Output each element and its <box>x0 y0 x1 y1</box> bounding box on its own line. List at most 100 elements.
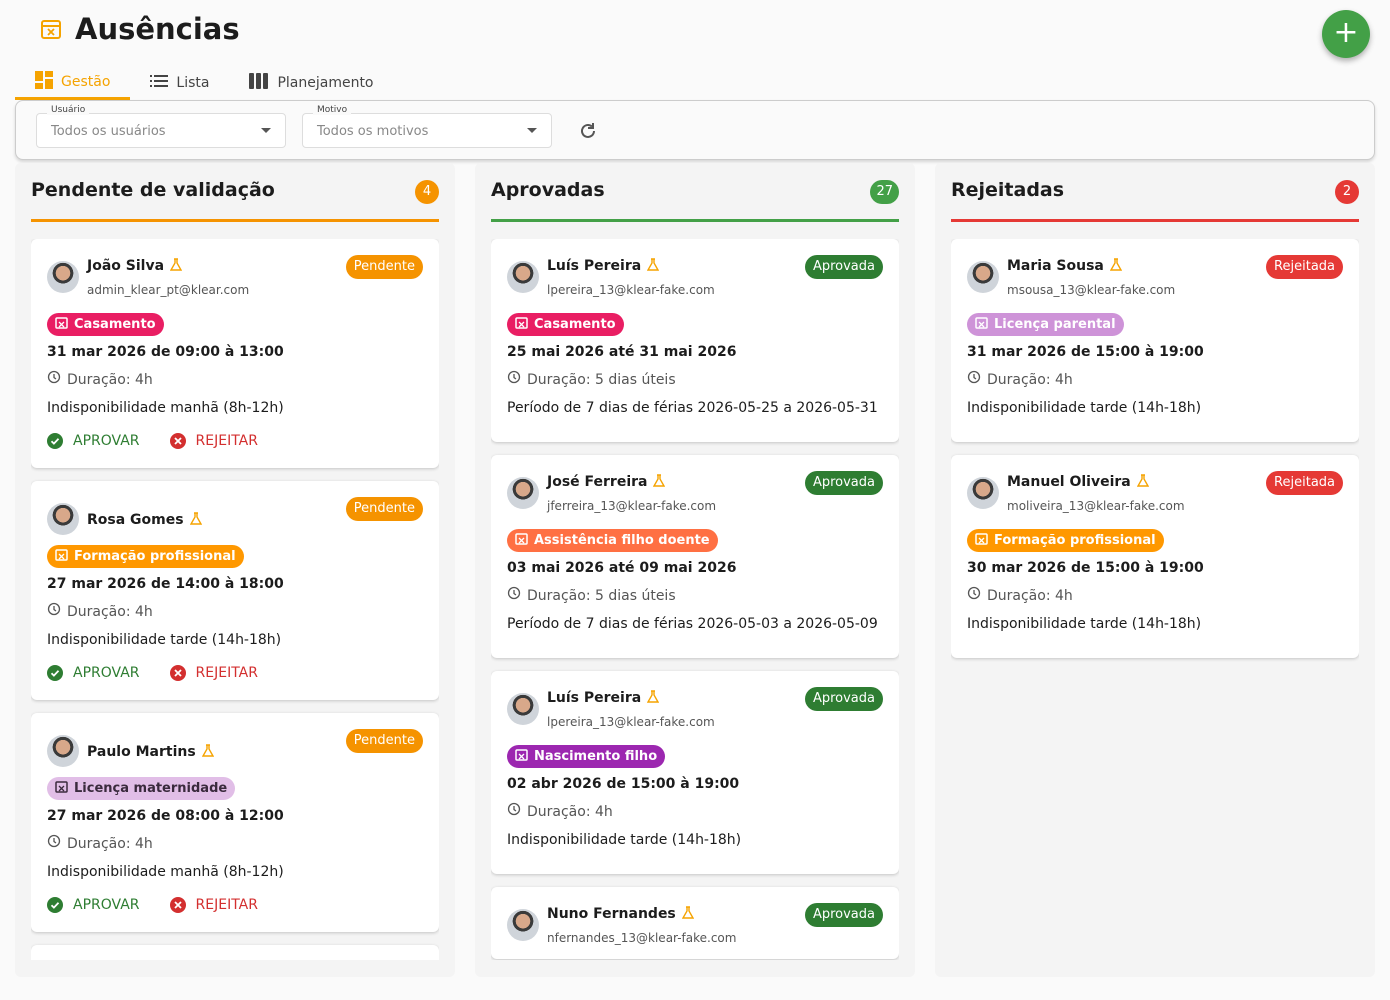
duration-text: Duração: 4h <box>987 372 1073 388</box>
user-name: Paulo Martins <box>87 737 423 767</box>
absence-card: Maria Sousa msousa_13@klear-fake.com Rejei… <box>951 239 1359 442</box>
status-badge: Rejeitada <box>1266 255 1343 279</box>
status-badge: Pendente <box>345 255 423 279</box>
reason-tag: Casamento <box>47 313 164 336</box>
approve-icon <box>47 897 63 913</box>
avatar <box>967 477 999 509</box>
description: Período de 7 dias de férias 2026-05-25 a… <box>507 400 878 416</box>
reject-button[interactable]: REJEITAR <box>169 897 258 913</box>
duration-text: Duração: 4h <box>67 372 153 388</box>
test-icon <box>681 905 694 923</box>
duration: Duração: 5 dias úteis <box>507 582 883 610</box>
column-header: Rejeitadas 2 <box>951 179 1359 222</box>
dates: 30 mar 2026 de 15:00 à 19:00 <box>967 560 1204 576</box>
refresh-button[interactable] <box>578 121 598 141</box>
select-placeholder: Todos os usuários <box>51 124 166 139</box>
tab-icon <box>150 74 169 92</box>
approve-button[interactable]: APROVAR <box>47 897 140 913</box>
user-name-text: Maria Sousa <box>1007 258 1104 274</box>
select[interactable]: Motivo Todos os motivos <box>302 105 552 148</box>
reject-button[interactable]: REJEITAR <box>169 433 258 449</box>
description: Período de 7 dias de férias 2026-05-03 a… <box>507 616 878 632</box>
avatar <box>507 693 539 725</box>
user-name: Luís Pereira <box>547 687 883 709</box>
reason-icon <box>975 532 988 549</box>
reject-icon <box>169 433 186 449</box>
avatar <box>507 261 539 293</box>
dates: 31 mar 2026 de 15:00 à 19:00 <box>967 344 1204 360</box>
filter-bar: Usuário Todos os usuários Motivo Todos os m… <box>15 100 1375 160</box>
select[interactable]: Usuário Todos os usuários <box>36 105 286 148</box>
test-icon <box>653 473 666 491</box>
add-button[interactable]: + <box>1322 10 1370 58</box>
reason-text: Nascimento filho <box>534 749 658 764</box>
reason-icon <box>515 316 528 333</box>
absence-card: João Silva admin_klear_pt@klear.com Penden… <box>31 239 439 468</box>
absence-card: Luís Pereira lpereira_13@klear-fake.com Ap… <box>491 239 899 442</box>
reason-tag: Formação profissional <box>967 529 1164 552</box>
user-email: nfernandes_13@klear-fake.com <box>547 931 737 945</box>
status-badge: Pendente <box>345 729 423 753</box>
test-icon <box>1109 257 1123 275</box>
clock-icon <box>507 582 521 610</box>
reason-text: Licença maternidade <box>74 781 228 796</box>
tabs: Gestão Lista Planejamento <box>15 66 394 100</box>
count-badge: 4 <box>415 180 439 204</box>
tab[interactable]: Lista <box>130 66 229 100</box>
reason-icon <box>515 748 528 765</box>
description: Indisponibilidade tarde (14h-18h) <box>47 632 282 648</box>
user-name: Manuel Oliveira <box>1007 471 1343 493</box>
duration: Duração: 4h <box>507 798 883 826</box>
count-badge: 2 <box>1335 180 1359 204</box>
description: Indisponibilidade manhã (8h-12h) <box>47 864 284 880</box>
description: Indisponibilidade tarde (14h-18h) <box>967 400 1202 416</box>
test-icon <box>189 511 202 529</box>
approve-label: APROVAR <box>73 897 140 913</box>
absence-card: Luís Pereira lpereira_13@klear-fake.com Ap… <box>491 671 899 874</box>
tab-label: Lista <box>176 75 210 91</box>
test-icon <box>1136 473 1149 491</box>
tab[interactable]: Planejamento <box>229 66 393 100</box>
user-name-text: Luís Pereira <box>547 690 642 706</box>
reason-text: Casamento <box>534 317 616 332</box>
count-badge: 27 <box>870 180 899 204</box>
clock-icon <box>507 798 521 826</box>
user-name-text: José Ferreira <box>547 474 648 490</box>
reason-tag: Licença maternidade <box>47 777 236 800</box>
duration: Duração: 4h <box>967 582 1343 610</box>
approve-button[interactable]: APROVAR <box>47 665 140 681</box>
user-name: Maria Sousa <box>1007 255 1343 277</box>
card-list: Luís Pereira lpereira_13@klear-fake.com Ap… <box>491 239 899 960</box>
status-badge: Aprovada <box>804 255 883 279</box>
card-actions: APROVAR REJEITAR <box>47 654 423 692</box>
avatar <box>47 261 79 293</box>
user-name-text: Manuel Oliveira <box>1007 474 1131 490</box>
tab-icon <box>249 73 269 93</box>
card-list: João Silva admin_klear_pt@klear.com Penden… <box>31 239 439 960</box>
title-icon <box>41 20 61 39</box>
reject-label: REJEITAR <box>195 433 258 449</box>
dates: 27 mar 2026 de 14:00 à 18:00 <box>47 576 284 592</box>
duration-text: Duração: 4h <box>987 588 1073 604</box>
test-icon <box>201 743 214 761</box>
card-actions: APROVAR REJEITAR <box>47 886 423 924</box>
page-title: Ausências <box>75 12 240 46</box>
reason-icon <box>515 532 528 549</box>
user-name: Luís Pereira <box>547 255 883 277</box>
duration: Duração: 4h <box>47 830 423 858</box>
reason-text: Casamento <box>74 317 156 332</box>
reject-icon <box>169 665 186 681</box>
clock-icon <box>47 598 61 626</box>
user-email: admin_klear_pt@klear.com <box>87 283 250 297</box>
reject-button[interactable]: REJEITAR <box>169 665 258 681</box>
avatar <box>47 503 79 535</box>
dates: 27 mar 2026 de 08:00 à 12:00 <box>47 808 284 824</box>
reject-label: REJEITAR <box>195 665 258 681</box>
approve-button[interactable]: APROVAR <box>47 433 140 449</box>
user-email: jferreira_13@klear-fake.com <box>547 499 717 513</box>
reason-icon <box>975 316 988 333</box>
column-title: Rejeitadas <box>951 179 1065 201</box>
user-name: Rosa Gomes <box>87 505 423 535</box>
duration-text: Duração: 5 dias úteis <box>527 588 676 604</box>
tab[interactable]: Gestão <box>15 66 131 100</box>
